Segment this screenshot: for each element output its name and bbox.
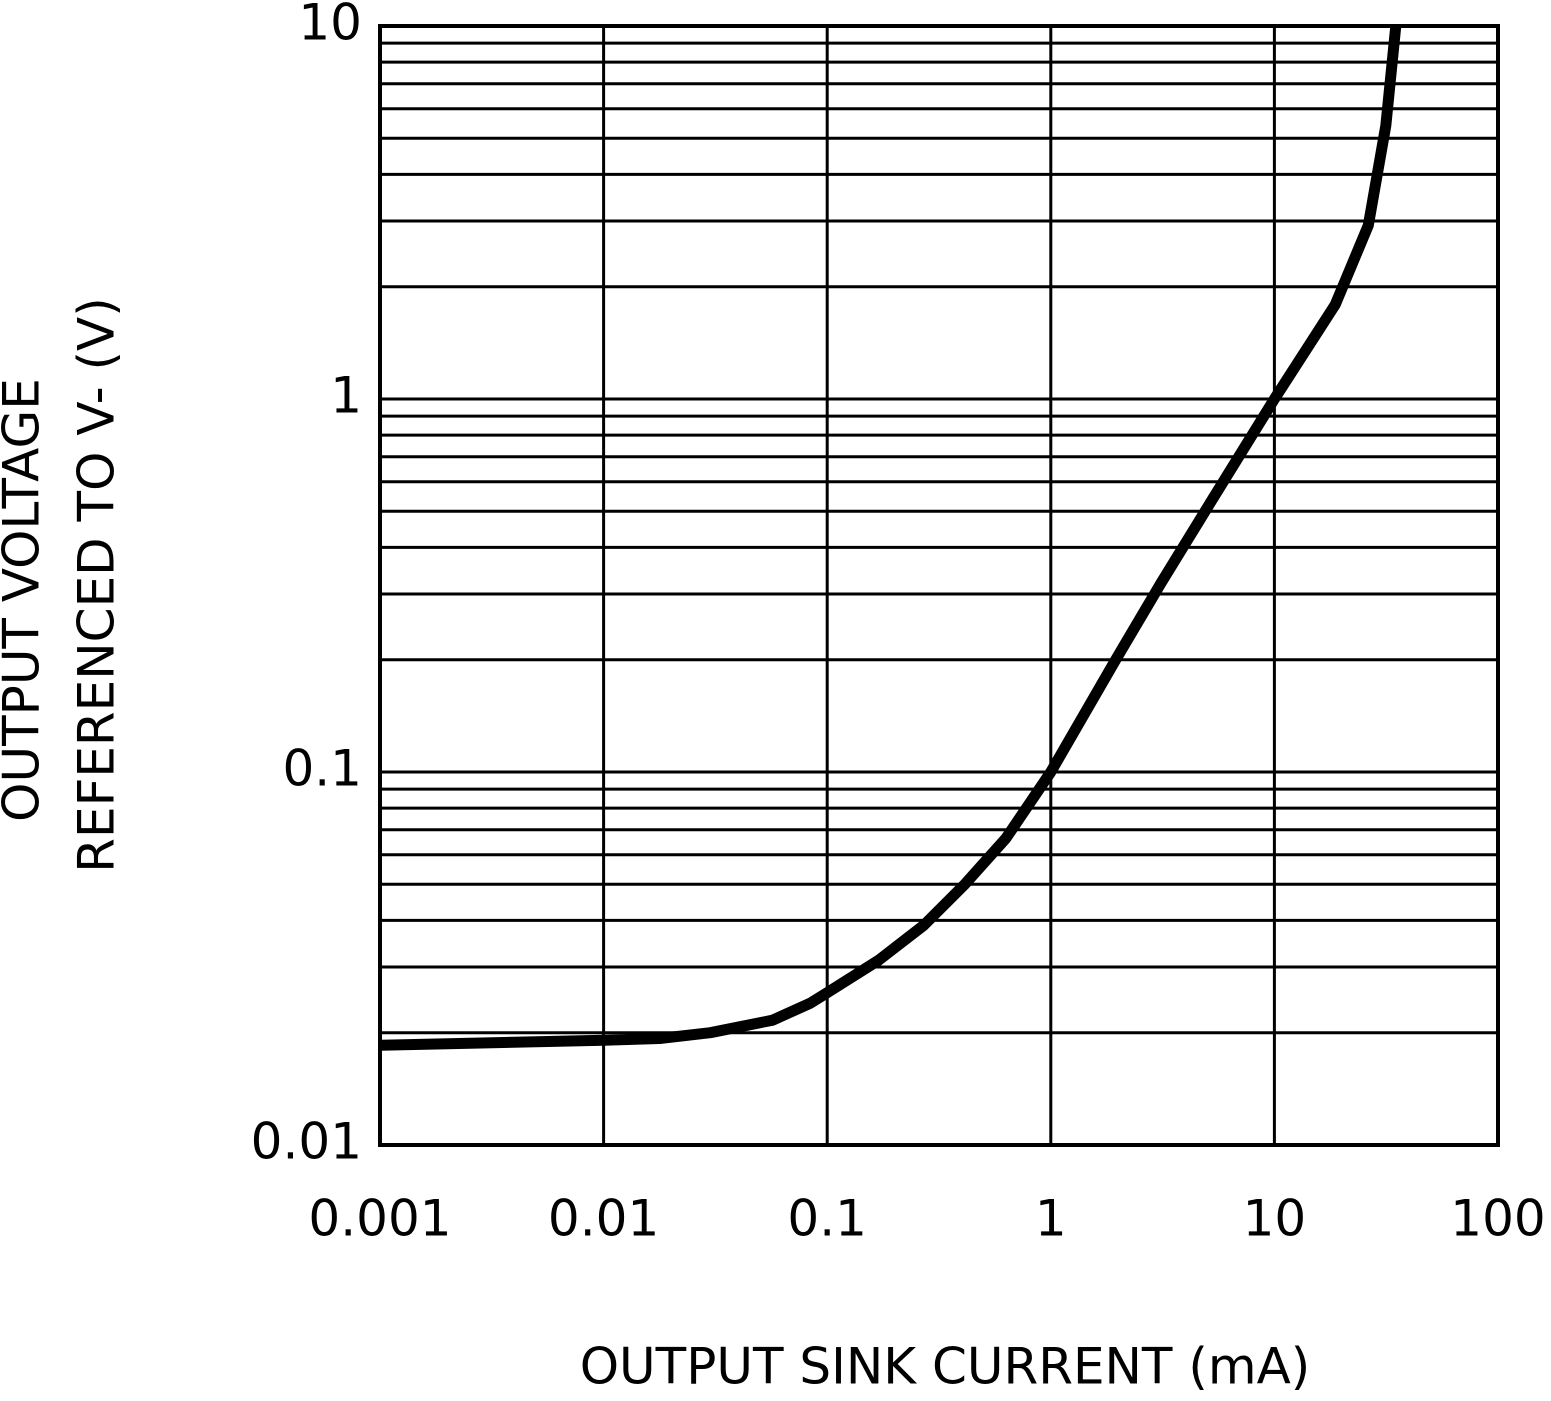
y-tick-label: 1 — [330, 367, 362, 425]
x-tick-label: 1 — [1035, 1190, 1067, 1248]
x-tick-label: 10 — [1243, 1190, 1307, 1248]
plot-frame — [378, 24, 1500, 1147]
x-tick-label: 100 — [1450, 1190, 1545, 1248]
y-axis-title: REFERENCED TO V- (V) — [68, 297, 126, 873]
x-tick-label: 0.1 — [787, 1190, 867, 1248]
y-tick-label: 10 — [298, 0, 362, 52]
y-axis-title: OUTPUT VOLTAGE — [0, 378, 51, 822]
x-tick-label: 0.01 — [548, 1190, 659, 1248]
y-tick-label: 0.1 — [282, 740, 362, 798]
curve — [379, 25, 1402, 1051]
x-axis-title: OUTPUT SINK CURRENT (mA) — [580, 1338, 1311, 1396]
x-tick-label: 0.001 — [308, 1190, 451, 1248]
y-tick-label: 0.01 — [251, 1113, 362, 1171]
